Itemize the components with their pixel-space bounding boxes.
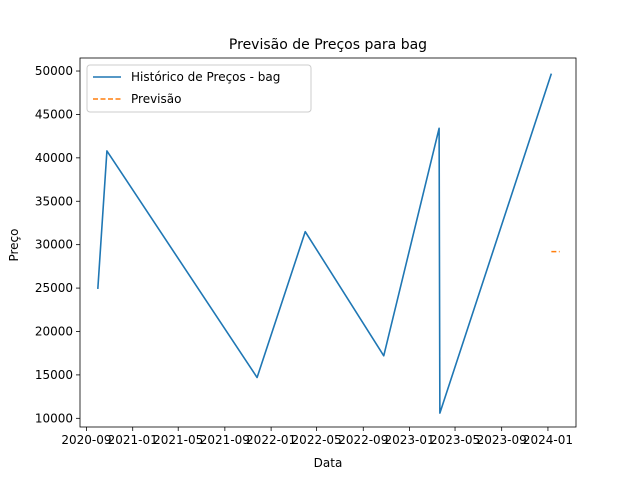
y-tick-label: 10000 <box>35 411 73 425</box>
y-tick-label: 50000 <box>35 64 73 78</box>
x-tick-label: 2024-01 <box>523 433 573 447</box>
y-tick-label: 15000 <box>35 368 73 382</box>
legend-label-0: Histórico de Preços - bag <box>131 70 280 84</box>
y-axis: 10000 15000 20000 25000 30000 35000 40000 45000… <box>35 64 80 425</box>
x-tick-label: 2022-01 <box>246 433 296 447</box>
x-tick-label: 2023-09 <box>477 433 527 447</box>
y-tick-label: 45000 <box>35 107 73 121</box>
x-tick-label: 2022-05 <box>292 433 342 447</box>
y-tick-label: 20000 <box>35 324 73 338</box>
x-tick-label: 2021-05 <box>153 433 203 447</box>
x-tick-label: 2022-09 <box>338 433 388 447</box>
plot-frame <box>79 57 577 428</box>
series-group <box>97 73 560 414</box>
plot-area <box>79 57 577 428</box>
x-tick-label: 2023-01 <box>384 433 434 447</box>
y-tick-label: 35000 <box>35 194 73 208</box>
y-tick-label: 40000 <box>35 151 73 165</box>
legend: Histórico de Preços - bag Previsão <box>86 64 312 113</box>
x-axis-label: Data <box>314 456 343 470</box>
x-axis: 2020-092021-012021-052021-092022-012022-… <box>61 427 573 447</box>
x-tick-label: 2020-09 <box>61 433 111 447</box>
x-tick-label: 2023-05 <box>430 433 480 447</box>
legend-box <box>86 64 312 113</box>
series-line-0 <box>97 73 553 414</box>
y-tick-label: 25000 <box>35 281 73 295</box>
chart-title: Previsão de Preços para bag <box>229 37 427 53</box>
y-axis-label: Preço <box>7 228 21 261</box>
x-tick-label: 2021-01 <box>108 433 158 447</box>
legend-label-1: Previsão <box>131 92 181 106</box>
x-tick-label: 2021-09 <box>200 433 250 447</box>
y-tick-label: 30000 <box>35 238 73 252</box>
